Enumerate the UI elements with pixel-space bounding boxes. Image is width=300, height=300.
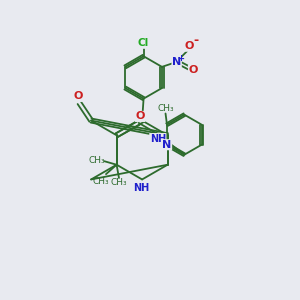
Text: N: N — [162, 140, 172, 150]
Text: -: - — [193, 34, 198, 47]
Text: CH₃: CH₃ — [157, 104, 174, 113]
Text: O: O — [136, 111, 145, 122]
Text: +: + — [177, 53, 184, 62]
Text: O: O — [184, 41, 194, 51]
Text: CH₃: CH₃ — [111, 178, 127, 188]
Text: CH₃: CH₃ — [93, 177, 110, 186]
Text: Cl: Cl — [138, 38, 149, 48]
Text: CH₃: CH₃ — [88, 156, 105, 165]
Text: N: N — [172, 56, 181, 67]
Text: O: O — [188, 65, 198, 75]
Text: NH: NH — [150, 134, 166, 143]
Text: NH: NH — [134, 183, 150, 193]
Text: O: O — [73, 92, 83, 101]
